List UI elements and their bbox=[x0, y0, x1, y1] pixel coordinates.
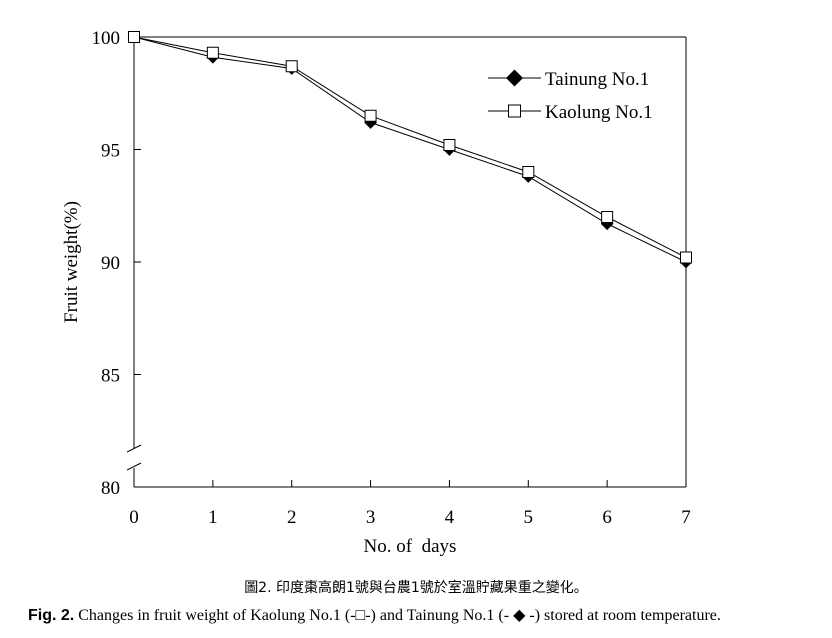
caption-text-part-3: -) stored at room temperature. bbox=[525, 607, 721, 624]
legend: Tainung No.1 Kaolung No.1 bbox=[488, 69, 653, 123]
data-point-kaolung-no-1 bbox=[206, 46, 219, 59]
x-tick-label: 7 bbox=[681, 507, 691, 528]
data-point-kaolung-no-1 bbox=[128, 31, 140, 43]
caption-chinese: 圖2. 印度棗高朗1號與台農1號於室溫貯藏果重之變化。 bbox=[244, 580, 588, 596]
x-axis-ticks: 0 1 2 3 4 5 6 7 bbox=[129, 480, 691, 528]
legend-marker-tainung bbox=[506, 69, 523, 87]
y-tick-label: 100 bbox=[92, 28, 121, 49]
legend-marker-kaolung bbox=[508, 104, 521, 118]
y-axis-label: Fruit weight(%) bbox=[61, 201, 82, 323]
y-axis-ticks: 80 85 90 95 100 bbox=[92, 28, 141, 499]
axis-break-mark-lower bbox=[126, 462, 142, 471]
series-layer bbox=[127, 30, 693, 269]
x-tick-label: 6 bbox=[602, 507, 612, 528]
caption-text-part-2: -) and Tainung No.1 (- bbox=[365, 607, 514, 624]
caption-square-symbol: □ bbox=[355, 607, 366, 624]
caption-diamond-symbol: ◆ bbox=[513, 607, 526, 624]
caption-english: Fig. 2. Changes in fruit weight of Kaolu… bbox=[28, 605, 721, 625]
y-tick-label: 80 bbox=[101, 478, 120, 499]
x-tick-label: 1 bbox=[208, 507, 218, 528]
axis-break-mark-upper bbox=[126, 444, 142, 453]
data-point-kaolung-no-1 bbox=[680, 251, 692, 264]
x-tick-label: 0 bbox=[129, 507, 139, 528]
caption-text-part-1: Changes in fruit weight of Kaolung No.1 … bbox=[74, 607, 356, 624]
y-tick-label: 90 bbox=[101, 253, 120, 274]
x-tick-label: 4 bbox=[445, 507, 455, 528]
series-line-kaolung-no-1 bbox=[133, 36, 687, 258]
x-tick-label: 3 bbox=[366, 507, 376, 528]
data-point-kaolung-no-1 bbox=[522, 166, 535, 178]
data-point-kaolung-no-1 bbox=[285, 60, 298, 73]
x-tick-label: 5 bbox=[524, 507, 534, 528]
x-axis-label: No. of days bbox=[364, 536, 457, 557]
data-point-kaolung-no-1 bbox=[443, 139, 456, 151]
y-tick-label: 85 bbox=[101, 366, 120, 387]
legend-label-tainung: Tainung No.1 bbox=[545, 69, 649, 90]
series-line-tainung-no-1 bbox=[133, 36, 687, 263]
legend-label-kaolung: Kaolung No.1 bbox=[545, 102, 653, 123]
data-point-kaolung-no-1 bbox=[601, 211, 614, 223]
x-tick-label: 2 bbox=[287, 507, 297, 528]
y-tick-label: 95 bbox=[101, 141, 120, 162]
caption-figure-number: Fig. 2. bbox=[28, 607, 75, 624]
data-point-kaolung-no-1 bbox=[364, 109, 377, 122]
fruit-weight-chart: 0 1 2 3 4 5 6 7 80 85 90 95 100 No. of days Fruit w… bbox=[61, 28, 693, 557]
